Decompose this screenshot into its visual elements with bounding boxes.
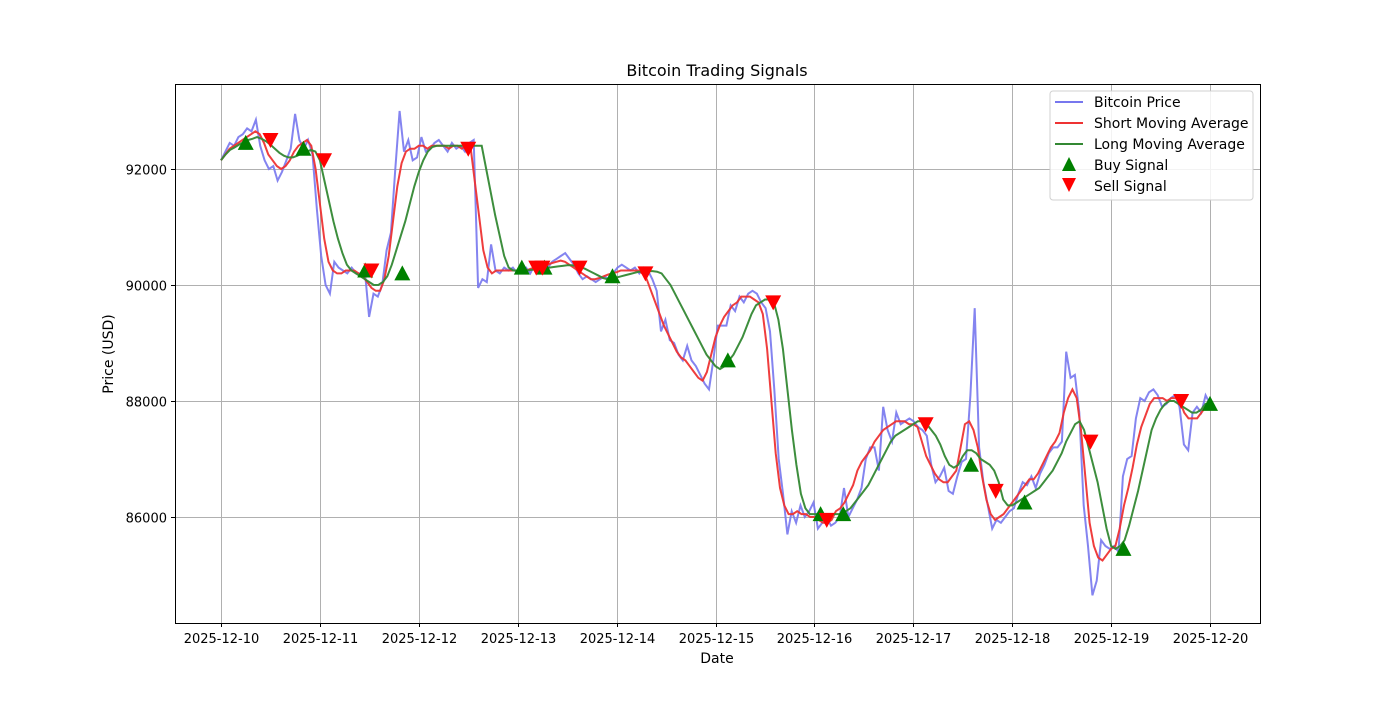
y-tick-label: 92000 [126,164,167,179]
buy-signal-marker [237,134,254,150]
sell-signal-icon [1062,178,1076,192]
price-line [220,110,1211,596]
sell-signal-marker [765,295,782,311]
x-tick-label: 2025-12-14 [580,632,656,647]
buy-signal-marker [513,259,530,275]
sell-signal-marker [571,260,588,276]
sell-signal-marker [987,483,1004,499]
sell-signal-marker [262,133,279,148]
data-series [220,110,1211,596]
buy-signal-marker [1115,540,1132,556]
sell-signal-marker [1173,394,1190,409]
signal-markers [237,133,1218,556]
sell-signal-marker [363,263,380,279]
sell-signal-marker [1082,434,1099,450]
long-ma-line [220,136,1210,551]
legend-price-label: Bitcoin Price [1094,95,1181,111]
sell-signal-marker [460,141,477,157]
sell-signal-marker [917,417,934,433]
buy-signal-marker [394,265,411,281]
chart-title: Bitcoin Trading Signals [626,61,807,80]
x-tick-label: 2025-12-17 [876,632,952,647]
sell-signal-marker [818,512,835,528]
sell-signal-marker [637,266,654,282]
buy-signal-marker [1016,494,1033,510]
x-tick-label: 2025-12-16 [777,632,853,647]
y-tick-label: 88000 [126,396,167,411]
y-tick-label: 86000 [126,512,167,527]
y-tick-label: 90000 [126,280,167,295]
y-axis: 86000 88000 90000 92000 [126,164,175,527]
buy-signal-marker [1202,395,1218,411]
x-tick-label: 2025-12-10 [184,632,260,647]
x-axis: 2025-12-10 2025-12-11 2025-12-12 2025-12-13… [184,623,1249,647]
legend-short-ma-label: Short Moving Average [1094,116,1249,132]
buy-signal-marker [962,456,979,472]
legend: Bitcoin Price Short Moving Average Long … [1049,90,1254,201]
buy-signal-marker [295,140,312,156]
x-tick-label: 2025-12-12 [382,632,458,647]
x-tick-label: 2025-12-11 [283,632,359,647]
x-tick-label: 2025-12-13 [481,632,557,647]
legend-sell-label: Sell Signal [1094,179,1167,195]
x-tick-label: 2025-12-18 [975,632,1051,647]
x-axis-label: Date [700,651,733,667]
plot-frame [175,84,1261,624]
buy-signal-icon [1062,157,1076,171]
legend-buy-label: Buy Signal [1094,158,1168,174]
x-tick-label: 2025-12-19 [1074,632,1150,647]
sell-signal-marker [534,260,551,276]
buy-signal-marker [835,506,852,522]
short-ma-line [220,130,1211,562]
y-axis-label: Price (USD) [101,314,117,393]
buy-signal-marker [604,268,621,284]
x-tick-label: 2025-12-20 [1173,632,1249,647]
legend-long-ma-label: Long Moving Average [1094,137,1245,153]
buy-signal-marker [719,352,736,368]
x-tick-label: 2025-12-15 [679,632,755,647]
sell-signal-marker [316,153,333,169]
